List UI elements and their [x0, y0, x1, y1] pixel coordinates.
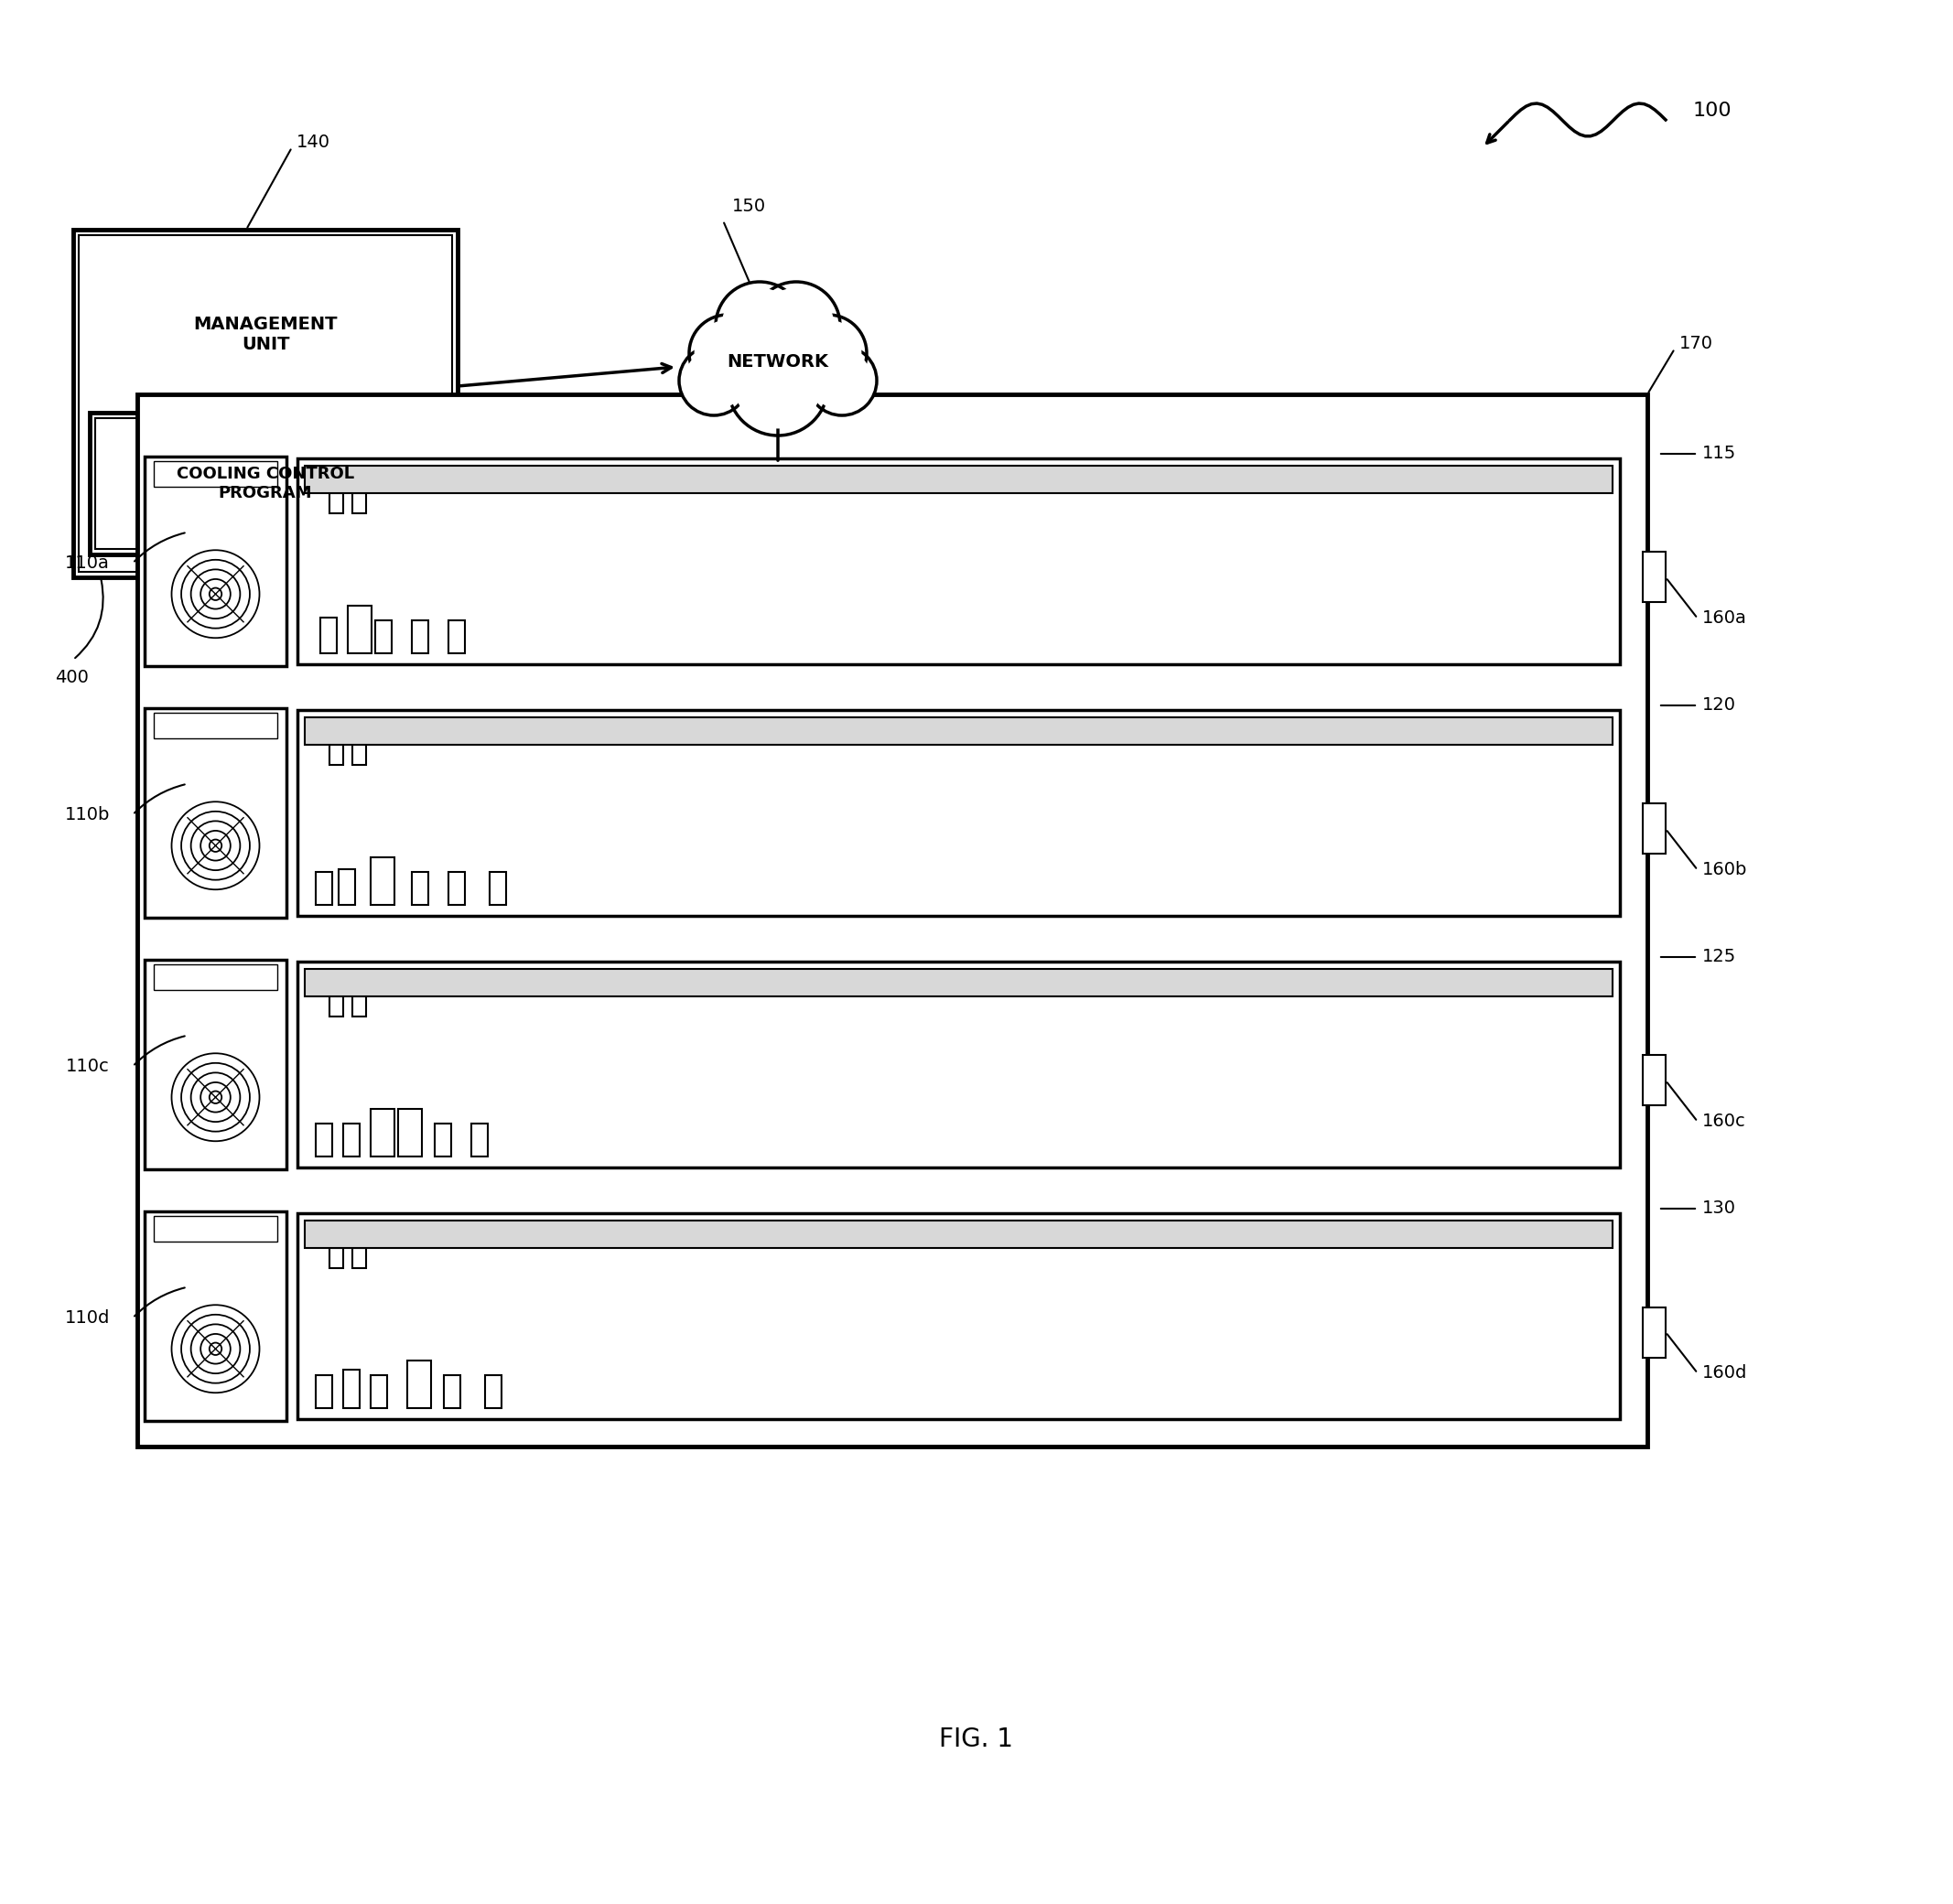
FancyBboxPatch shape	[1642, 1306, 1666, 1358]
FancyBboxPatch shape	[305, 969, 1613, 996]
Text: 130: 130	[1703, 1200, 1736, 1217]
FancyBboxPatch shape	[305, 466, 1613, 493]
FancyBboxPatch shape	[330, 744, 344, 765]
Text: 115: 115	[1703, 446, 1736, 463]
Text: 160b: 160b	[1703, 861, 1748, 880]
FancyBboxPatch shape	[137, 394, 1646, 1447]
Circle shape	[723, 288, 797, 364]
FancyBboxPatch shape	[412, 621, 428, 653]
FancyBboxPatch shape	[449, 872, 465, 904]
FancyBboxPatch shape	[1642, 552, 1666, 602]
FancyBboxPatch shape	[297, 962, 1619, 1167]
FancyBboxPatch shape	[412, 872, 428, 904]
FancyBboxPatch shape	[154, 963, 277, 990]
FancyBboxPatch shape	[484, 1375, 502, 1409]
Text: 120: 120	[1703, 697, 1736, 714]
Text: 160a: 160a	[1703, 609, 1748, 626]
Text: 110d: 110d	[64, 1310, 109, 1327]
FancyBboxPatch shape	[305, 1220, 1613, 1247]
FancyBboxPatch shape	[72, 230, 457, 577]
Text: FIG. 1: FIG. 1	[939, 1727, 1014, 1752]
Circle shape	[695, 320, 760, 387]
Circle shape	[734, 343, 820, 428]
FancyBboxPatch shape	[145, 708, 287, 918]
Circle shape	[795, 320, 861, 387]
FancyBboxPatch shape	[471, 1123, 488, 1156]
Text: 125: 125	[1703, 948, 1736, 965]
FancyBboxPatch shape	[443, 1375, 461, 1409]
FancyBboxPatch shape	[330, 996, 344, 1017]
Text: 170: 170	[1680, 335, 1713, 352]
FancyBboxPatch shape	[330, 1247, 344, 1268]
FancyBboxPatch shape	[352, 996, 365, 1017]
FancyBboxPatch shape	[90, 413, 441, 554]
Circle shape	[789, 314, 867, 392]
FancyBboxPatch shape	[320, 617, 336, 653]
FancyBboxPatch shape	[145, 457, 287, 666]
FancyBboxPatch shape	[352, 1247, 365, 1268]
Text: MANAGEMENT
UNIT: MANAGEMENT UNIT	[193, 316, 338, 354]
FancyBboxPatch shape	[371, 1108, 395, 1156]
FancyBboxPatch shape	[316, 1375, 332, 1409]
FancyBboxPatch shape	[348, 605, 371, 653]
Circle shape	[715, 282, 803, 369]
FancyBboxPatch shape	[375, 621, 393, 653]
FancyBboxPatch shape	[145, 960, 287, 1169]
Circle shape	[680, 347, 748, 415]
FancyBboxPatch shape	[352, 744, 365, 765]
Circle shape	[760, 288, 834, 364]
Circle shape	[684, 350, 744, 409]
FancyBboxPatch shape	[1642, 803, 1666, 855]
FancyBboxPatch shape	[344, 1123, 359, 1156]
Text: 110a: 110a	[64, 554, 109, 571]
FancyBboxPatch shape	[316, 872, 332, 904]
Circle shape	[689, 314, 766, 392]
FancyBboxPatch shape	[145, 1211, 287, 1420]
Text: 150: 150	[732, 198, 766, 215]
Circle shape	[752, 282, 840, 369]
FancyBboxPatch shape	[371, 857, 395, 904]
FancyBboxPatch shape	[330, 493, 344, 514]
FancyBboxPatch shape	[96, 419, 436, 548]
FancyBboxPatch shape	[1642, 1055, 1666, 1106]
FancyBboxPatch shape	[352, 493, 365, 514]
Text: 140: 140	[297, 133, 330, 152]
FancyBboxPatch shape	[78, 234, 451, 571]
FancyBboxPatch shape	[371, 1375, 387, 1409]
FancyBboxPatch shape	[449, 621, 465, 653]
FancyBboxPatch shape	[297, 459, 1619, 664]
FancyBboxPatch shape	[154, 461, 277, 487]
FancyBboxPatch shape	[338, 870, 355, 904]
Text: 100: 100	[1693, 101, 1732, 120]
Text: NETWORK: NETWORK	[727, 354, 828, 371]
FancyBboxPatch shape	[490, 872, 506, 904]
Text: 110b: 110b	[64, 805, 109, 823]
FancyBboxPatch shape	[297, 1213, 1619, 1418]
FancyBboxPatch shape	[154, 712, 277, 739]
Text: 160c: 160c	[1703, 1114, 1746, 1131]
FancyBboxPatch shape	[344, 1369, 359, 1409]
Circle shape	[807, 347, 877, 415]
Text: COOLING CONTROL
PROGRAM: COOLING CONTROL PROGRAM	[176, 466, 353, 501]
FancyBboxPatch shape	[408, 1361, 432, 1409]
Text: 110c: 110c	[66, 1059, 109, 1076]
Text: 160d: 160d	[1703, 1365, 1748, 1382]
Circle shape	[728, 335, 828, 436]
Text: 400: 400	[55, 670, 88, 687]
FancyBboxPatch shape	[398, 1108, 422, 1156]
FancyBboxPatch shape	[316, 1123, 332, 1156]
Circle shape	[812, 350, 871, 409]
FancyBboxPatch shape	[436, 1123, 451, 1156]
FancyBboxPatch shape	[154, 1217, 277, 1241]
FancyBboxPatch shape	[305, 718, 1613, 744]
FancyBboxPatch shape	[297, 710, 1619, 916]
